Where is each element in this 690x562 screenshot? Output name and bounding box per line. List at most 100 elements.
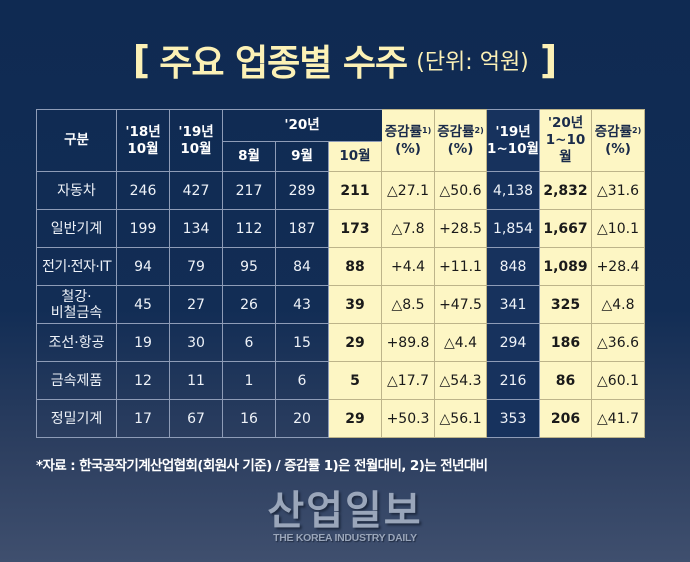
- cell-20-cum: 2,832: [539, 171, 593, 210]
- cell-chg1: +89.8: [381, 323, 436, 362]
- cell-chg2: △56.1: [434, 399, 488, 438]
- header-20: '20년: [221, 109, 382, 142]
- source-note: *자료 : 한국공작기계산업협회(회원사 기준) / 증감률 1)은 전월대비,…: [36, 458, 488, 474]
- cell-sep: 84: [275, 247, 329, 286]
- cell-chg-cum: △60.1: [591, 361, 646, 400]
- publisher-logo: 산업일보 THE KOREA INDUSTRY DAILY: [0, 490, 690, 544]
- title-main: 주요 업종별 수주: [159, 43, 408, 84]
- cell-chg1: △27.1: [381, 171, 436, 210]
- cell-chg1: △17.7: [381, 361, 436, 400]
- cell-19-cum: 216: [486, 361, 541, 400]
- cell-20-cum: 186: [539, 323, 593, 362]
- cell-18-oct: 19: [116, 323, 170, 362]
- table-row: 정밀기계 17 67 16 20 29 +50.3 △56.1 353 206 …: [36, 399, 646, 438]
- row-label: 금속제품: [36, 361, 117, 400]
- header-chg1: 증감률1) (%): [381, 109, 436, 172]
- cell-aug: 112: [222, 209, 276, 248]
- cell-19-cum: 341: [486, 285, 541, 324]
- cell-aug: 26: [222, 285, 276, 324]
- cell-chg2: +11.1: [434, 247, 488, 286]
- cell-19-oct: 427: [169, 171, 223, 210]
- cell-chg2: +47.5: [434, 285, 488, 324]
- cell-20-cum: 1,089: [539, 247, 593, 286]
- cell-19-cum: 353: [486, 399, 541, 438]
- cell-oct: 39: [327, 285, 383, 324]
- cell-19-oct: 79: [169, 247, 223, 286]
- cell-18-oct: 12: [116, 361, 170, 400]
- title-unit: (단위: 억원): [416, 50, 529, 75]
- cell-chg2: △50.6: [434, 171, 488, 210]
- cell-oct: 211: [327, 171, 383, 210]
- table-row: 자동차 246 427 217 289 211 △27.1 △50.6 4,13…: [36, 171, 646, 210]
- cell-chg-cum: △4.8: [591, 285, 646, 324]
- cell-20-cum: 86: [539, 361, 593, 400]
- cell-sep: 187: [275, 209, 329, 248]
- row-label: 전기·전자·IT: [36, 247, 117, 286]
- row-label: 철강· 비철금속: [36, 285, 117, 324]
- cell-19-cum: 4,138: [486, 171, 541, 210]
- logo-korean: 산업일보: [267, 488, 423, 534]
- header-row-2: 8월 9월 10월: [37, 141, 645, 172]
- cell-19-cum: 1,854: [486, 209, 541, 248]
- cell-sep: 289: [275, 171, 329, 210]
- cell-sep: 43: [275, 285, 329, 324]
- cell-18-oct: 45: [116, 285, 170, 324]
- cell-chg-cum: △31.6: [591, 171, 646, 210]
- cell-oct: 29: [327, 323, 383, 362]
- row-label: 정밀기계: [36, 399, 117, 438]
- row-label: 자동차: [36, 171, 117, 210]
- table-row: 조선·항공 19 30 6 15 29 +89.8 △4.4 294 186 △…: [36, 323, 646, 362]
- header-row-1: 구분 '18년 10월 '19년 10월 '20년 증감률1) (%) 증감률2) (%…: [36, 109, 646, 172]
- cell-chg-cum: △10.1: [591, 209, 646, 248]
- header-18-oct: '18년 10월: [116, 109, 170, 172]
- cell-20-cum: 325: [539, 285, 593, 324]
- cell-19-cum: 294: [486, 323, 541, 362]
- header-19-cum: '19년 1~10월: [486, 109, 541, 172]
- cell-sep: 6: [275, 361, 329, 400]
- cell-oct: 88: [327, 247, 383, 286]
- cell-18-oct: 94: [116, 247, 170, 286]
- cell-chg1: △8.5: [381, 285, 436, 324]
- title-open-bracket: [: [132, 38, 151, 82]
- cell-20-cum: 206: [539, 399, 593, 438]
- cell-chg1: +50.3: [381, 399, 436, 438]
- cell-19-oct: 134: [169, 209, 223, 248]
- page-title: [ 주요 업종별 수주 (단위: 억원) ]: [0, 34, 690, 86]
- cell-aug: 6: [222, 323, 276, 362]
- cell-aug: 1: [222, 361, 276, 400]
- row-label: 일반기계: [36, 209, 117, 248]
- cell-sep: 20: [275, 399, 329, 438]
- cell-19-oct: 11: [169, 361, 223, 400]
- header-aug: 8월: [222, 141, 276, 172]
- header-oct: 10월: [327, 141, 383, 172]
- title-close-bracket: ]: [539, 38, 558, 82]
- cell-18-oct: 17: [116, 399, 170, 438]
- cell-19-oct: 67: [169, 399, 223, 438]
- cell-chg-cum: △41.7: [591, 399, 646, 438]
- cell-chg2: △4.4: [434, 323, 488, 362]
- cell-sep: 15: [275, 323, 329, 362]
- cell-oct: 173: [327, 209, 383, 248]
- cell-18-oct: 246: [116, 171, 170, 210]
- cell-aug: 16: [222, 399, 276, 438]
- header-sep: 9월: [275, 141, 329, 172]
- table-row: 일반기계 199 134 112 187 173 △7.8 +28.5 1,85…: [36, 209, 646, 248]
- orders-by-industry-table: 구분 '18년 10월 '19년 10월 '20년 증감률1) (%) 증감률2) (%…: [36, 109, 646, 438]
- header-chg-cum: 증감률2) (%): [591, 109, 646, 172]
- cell-19-oct: 30: [169, 323, 223, 362]
- header-category: 구분: [36, 109, 117, 172]
- cell-18-oct: 199: [116, 209, 170, 248]
- table-row: 금속제품 12 11 1 6 5 △17.7 △54.3 216 86 △60.…: [36, 361, 646, 400]
- cell-aug: 95: [222, 247, 276, 286]
- table-row: 전기·전자·IT 94 79 95 84 88 +4.4 +11.1 848 1…: [36, 247, 646, 286]
- header-20-cum: '20년 1~10월: [539, 109, 593, 172]
- cell-19-oct: 27: [169, 285, 223, 324]
- logo-english: THE KOREA INDUSTRY DAILY: [273, 532, 417, 544]
- table-row: 철강· 비철금속 45 27 26 43 39 △8.5 +47.5 341 32…: [36, 285, 646, 324]
- cell-oct: 29: [327, 399, 383, 438]
- cell-19-cum: 848: [486, 247, 541, 286]
- cell-aug: 217: [222, 171, 276, 210]
- cell-chg-cum: +28.4: [591, 247, 646, 286]
- header-19-oct: '19년 10월: [169, 109, 223, 172]
- cell-chg-cum: △36.6: [591, 323, 646, 362]
